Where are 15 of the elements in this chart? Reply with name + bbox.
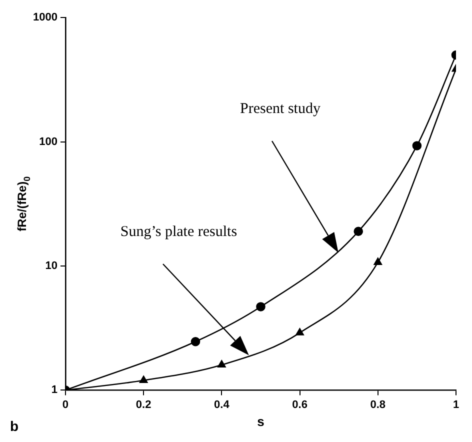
x-tick-label: 1	[452, 398, 460, 411]
y-axis-title: fRe/(fRe)0	[15, 176, 32, 232]
text: b	[10, 418, 19, 434]
x-tick-label: 0	[62, 398, 69, 411]
annotation: Present study	[240, 101, 320, 118]
annotation: Sung’s plate results	[120, 224, 238, 242]
y-tick-label: 1	[51, 384, 58, 396]
x-axis-title: s	[257, 414, 264, 429]
x-tick-label: 0.2	[136, 398, 152, 411]
x-tick-label: 0.6	[292, 398, 308, 411]
y-tick-label: 100	[39, 136, 58, 148]
x-tick-label: 0.8	[370, 398, 386, 411]
y-tick-label: 1000	[32, 12, 58, 24]
x-tick-label: 0.4	[214, 398, 230, 411]
y-tick-label: 10	[45, 260, 58, 272]
